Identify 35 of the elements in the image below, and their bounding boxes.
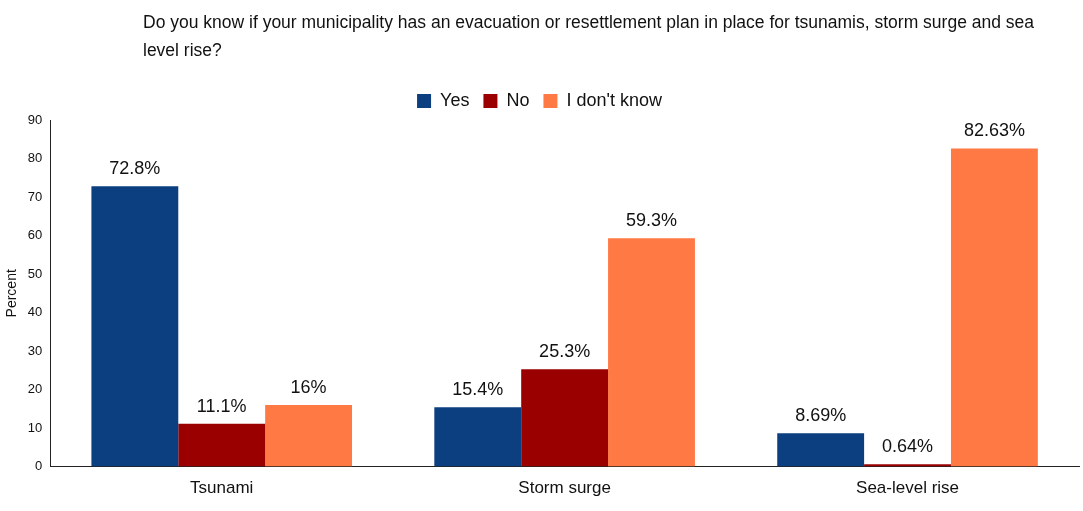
y-tick-label: 90 bbox=[27, 111, 43, 127]
data-label: 82.63% bbox=[963, 120, 1025, 141]
bar bbox=[608, 238, 695, 467]
data-label: 59.3% bbox=[625, 210, 678, 231]
bar bbox=[950, 148, 1038, 467]
data-label: 16% bbox=[290, 376, 327, 397]
data-label: 15.4% bbox=[452, 379, 504, 400]
data-label: 72.8% bbox=[109, 158, 161, 179]
data-label: 0.64% bbox=[882, 436, 934, 457]
bar bbox=[91, 186, 179, 467]
y-tick-label: 40 bbox=[27, 304, 43, 320]
data-label: 25.3% bbox=[539, 341, 591, 362]
chart-title: Do you know if your municipality has an evacuation or resettlement plan in place for tsunamis, storm surge and sea level rise? bbox=[143, 11, 1035, 62]
x-tick-label: Tsunami bbox=[190, 478, 254, 498]
legend-label: No bbox=[506, 89, 530, 110]
data-label: 8.69% bbox=[795, 405, 847, 426]
y-tick-label: 70 bbox=[27, 188, 43, 204]
y-tick-label: 60 bbox=[27, 227, 43, 243]
bar bbox=[178, 423, 266, 467]
legend-label: Yes bbox=[440, 89, 470, 110]
bar bbox=[777, 433, 865, 467]
y-axis-title: Percent bbox=[3, 269, 20, 318]
x-tick-label: Sea-level rise bbox=[856, 478, 960, 498]
bar bbox=[434, 407, 522, 467]
bar bbox=[265, 404, 353, 467]
y-tick-label: 50 bbox=[27, 265, 43, 281]
x-tick-label: Storm surge bbox=[518, 478, 611, 498]
y-tick-label: 10 bbox=[27, 419, 43, 435]
legend-label: I don't know bbox=[566, 89, 663, 110]
y-tick-label: 20 bbox=[27, 381, 43, 397]
y-tick-label: 80 bbox=[27, 150, 43, 166]
bar bbox=[521, 369, 609, 467]
data-label: 11.1% bbox=[196, 395, 247, 416]
y-tick-label: 30 bbox=[27, 342, 43, 358]
y-tick-label: 0 bbox=[35, 458, 43, 474]
